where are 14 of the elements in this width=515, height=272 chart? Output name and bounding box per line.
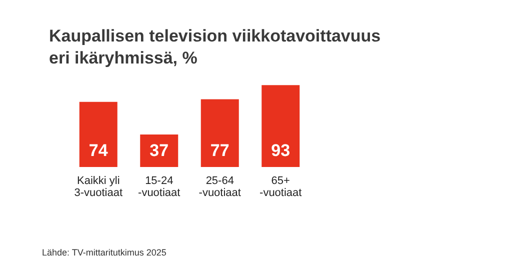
bar [140,134,178,167]
data-label: 77 [210,141,230,160]
chart-title: Kaupallisen television viikkotavoittavuus eri ikäryhmissä, % [49,26,381,68]
bar [262,85,300,167]
text: Lähde: TV-mittaritutkimus 2025 [42,248,166,258]
data-label: 74 [88,141,108,160]
data-label: 93 [271,141,290,160]
x-tick-label: 25-64 -vuotiaat [198,175,241,199]
bar [79,102,118,167]
x-tick-label: 65+ -vuotiaat [260,175,302,199]
bar [200,99,239,167]
x-tick-label: Kaikki yli 3-vuotiaat [74,175,123,199]
data-label: 37 [150,141,169,160]
x-tick-label: 15-24 -vuotiaat [138,175,180,199]
